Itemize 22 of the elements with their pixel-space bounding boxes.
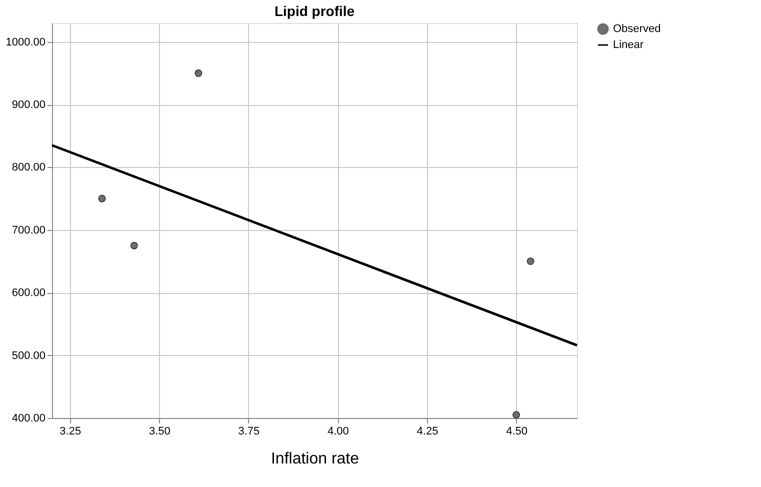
x-tick-label: 3.75 xyxy=(238,426,260,438)
x-tick-label: 4.50 xyxy=(506,426,528,438)
point xyxy=(130,242,138,250)
y-tick-label: 1000.00 xyxy=(6,36,46,48)
x-tick-label: 3.50 xyxy=(148,426,170,438)
y-tick-label: 800.00 xyxy=(12,162,46,174)
x-tick-label: 4.00 xyxy=(328,426,349,438)
x-tick-label: 3.25 xyxy=(60,426,82,438)
point xyxy=(98,194,106,202)
x-axis-title: Inflation rate xyxy=(270,450,360,468)
y-tick-label: 700.00 xyxy=(12,224,46,236)
point xyxy=(526,258,534,265)
legend-label: Linear xyxy=(613,39,644,51)
point xyxy=(512,411,520,419)
y-tick-label: 400.00 xyxy=(12,412,46,424)
legend-label: Observed xyxy=(613,23,661,35)
chart-title: Lipid profile xyxy=(274,3,355,19)
point xyxy=(194,69,202,77)
y-tick-label: 600.00 xyxy=(12,287,46,300)
y-tick-label: 900.00 xyxy=(12,99,46,112)
y-tick-label: 500.00 xyxy=(12,350,46,362)
x-tick-label: 4.25 xyxy=(416,426,438,438)
